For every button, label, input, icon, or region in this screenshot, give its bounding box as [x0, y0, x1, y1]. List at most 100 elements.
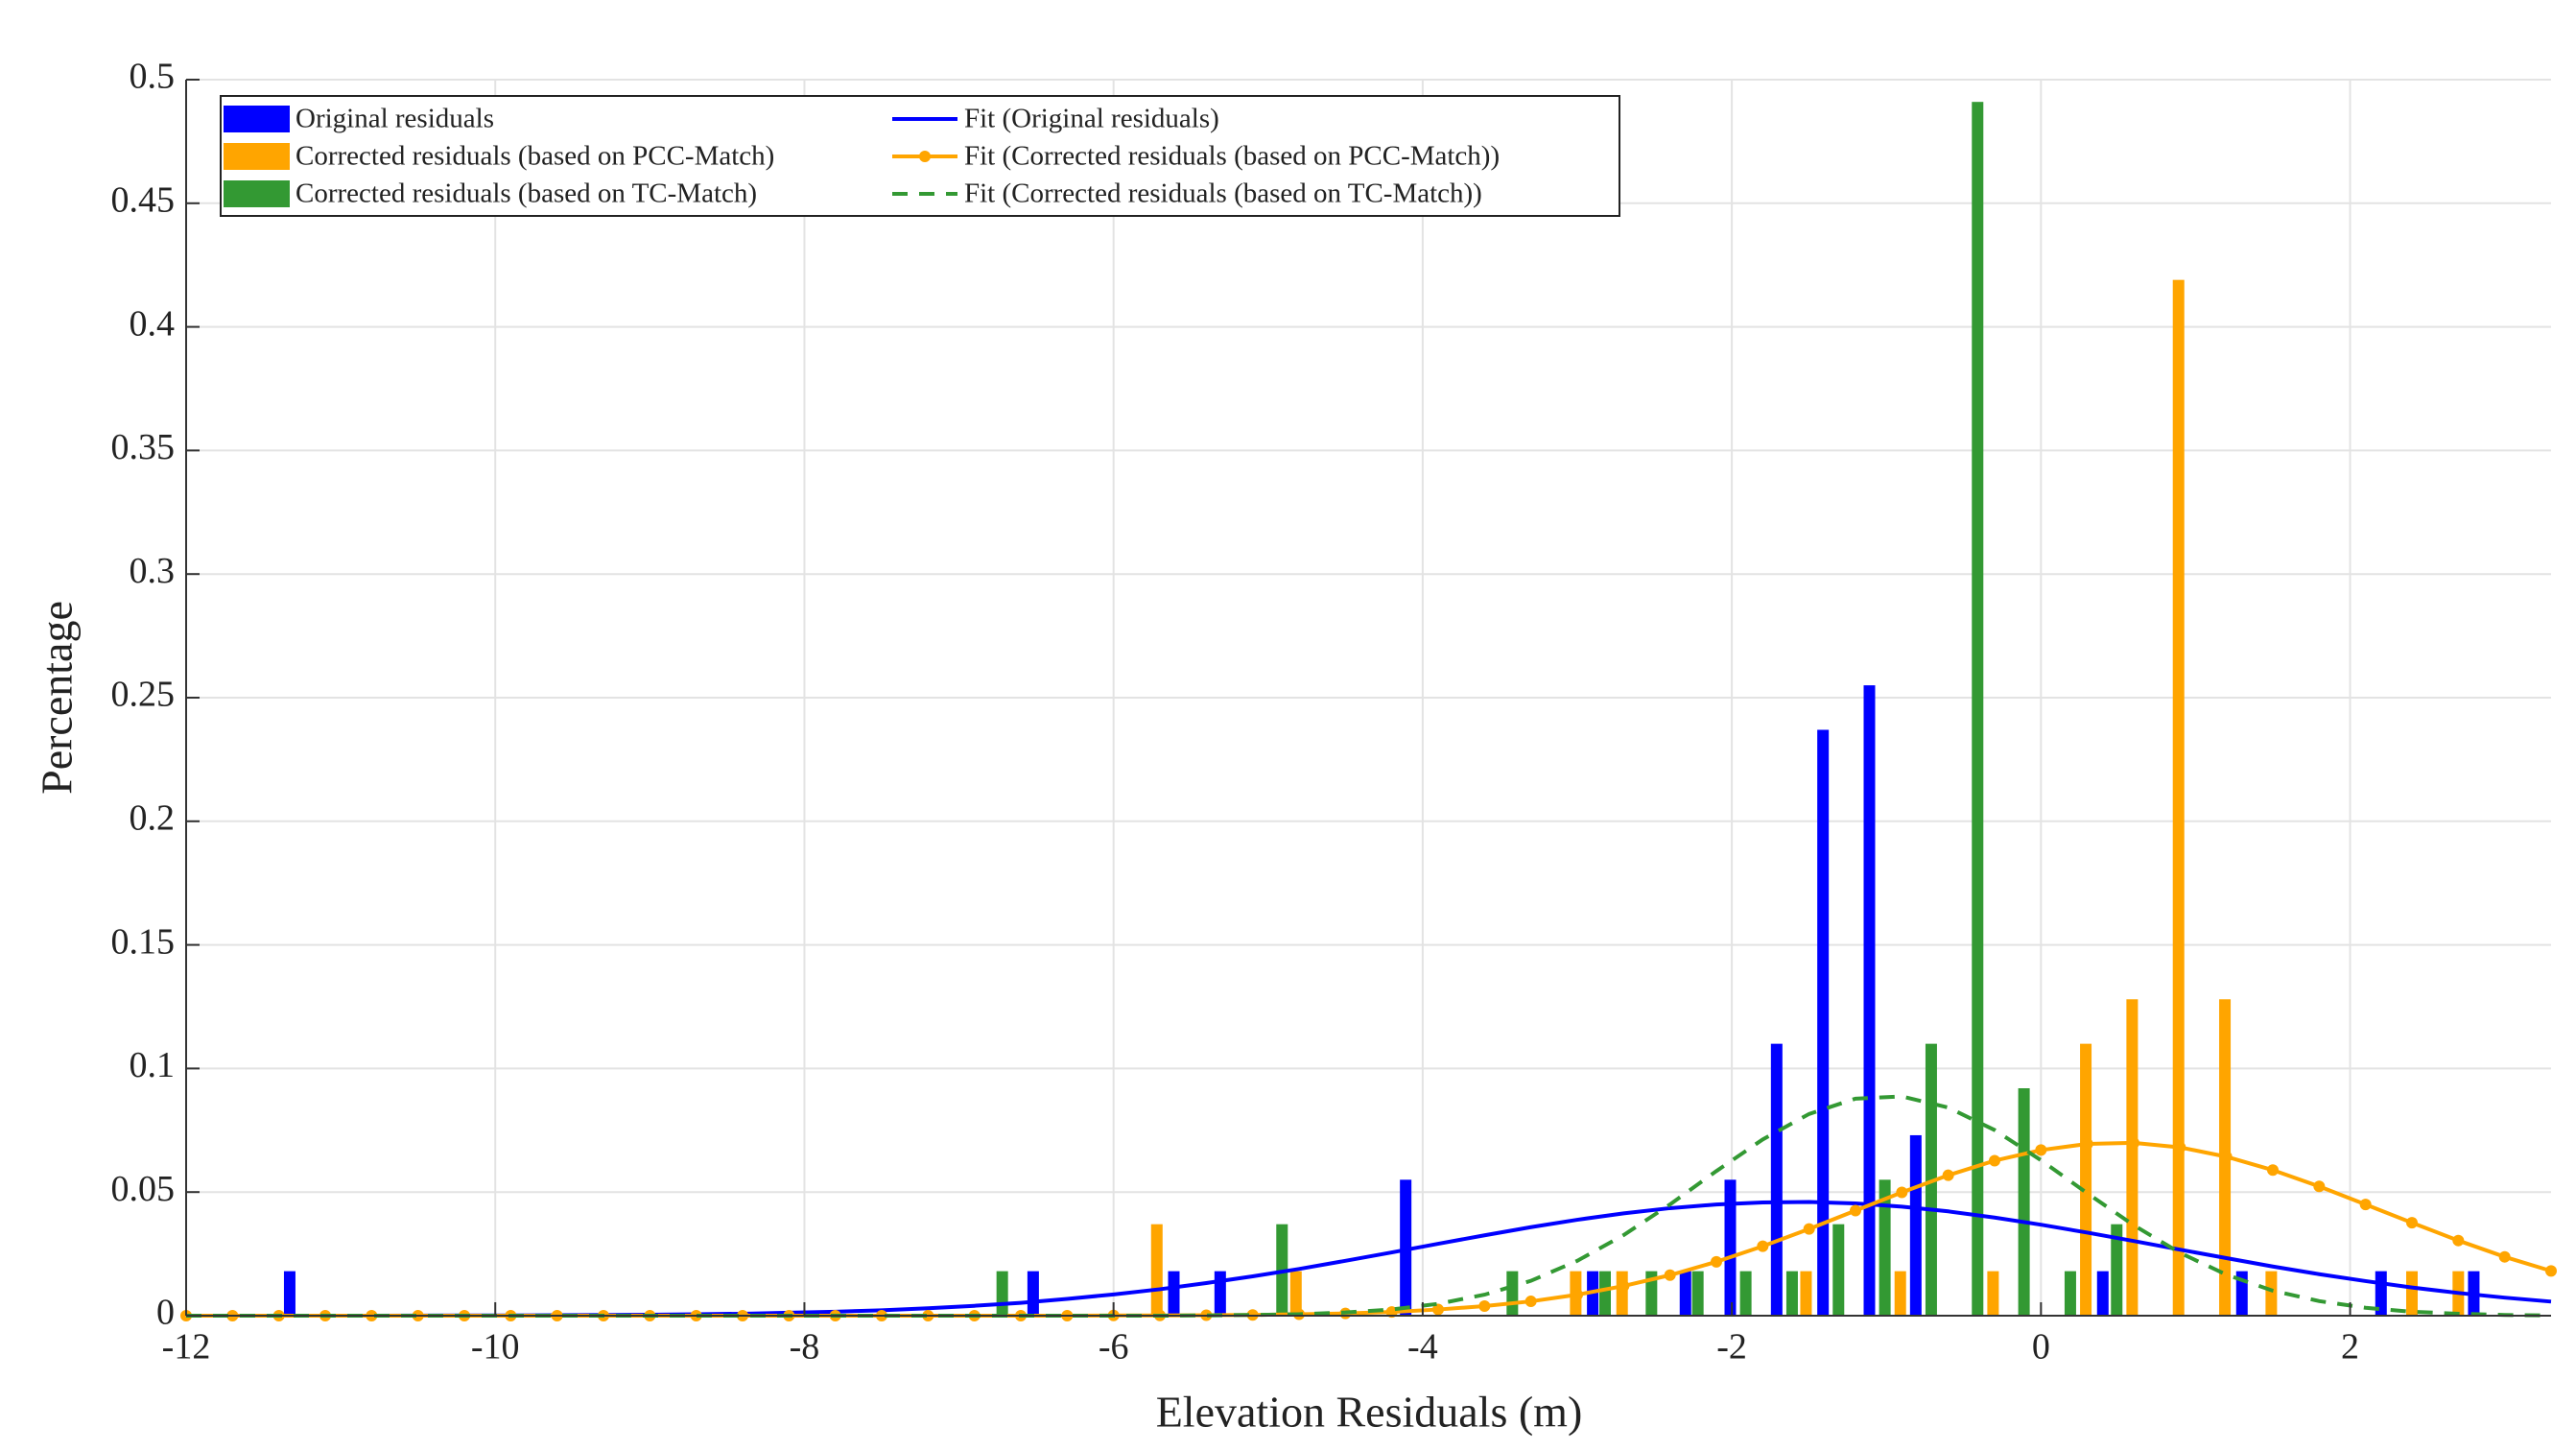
y-tick-label: 0.3: [130, 551, 176, 591]
fit-marker: [2081, 1137, 2093, 1150]
legend-label: Fit (Corrected residuals (based on TC-Ma…: [964, 178, 1482, 209]
legend-label: Corrected residuals (based on TC-Match): [295, 178, 757, 209]
bar: [1879, 1179, 1891, 1316]
bar: [1616, 1271, 1628, 1316]
fit-marker: [2128, 1136, 2139, 1149]
y-tick-label: 0.4: [130, 303, 176, 344]
fit-marker: [2313, 1180, 2326, 1193]
x-axis-label: Elevation Residuals (m): [1156, 1388, 1583, 1437]
bar: [1972, 102, 1984, 1317]
fit-marker: [1896, 1186, 1908, 1199]
x-tick-label: 2: [2341, 1327, 2359, 1368]
fit-marker: [1803, 1223, 1815, 1235]
fit-marker: [2174, 1141, 2186, 1154]
bars: [283, 102, 2480, 1317]
y-tick-label: 0.35: [111, 427, 176, 467]
bar: [1168, 1271, 1180, 1316]
y-tick-label: 0.5: [130, 57, 176, 97]
fit-marker: [1432, 1303, 1444, 1316]
fit-marker: [2220, 1151, 2233, 1163]
bar: [1214, 1271, 1226, 1316]
fit-marker: [1618, 1280, 1630, 1293]
bar: [283, 1271, 295, 1316]
bar: [2080, 1043, 2092, 1316]
fit-marker: [1478, 1299, 1491, 1312]
bar: [1645, 1271, 1658, 1316]
fit-marker: [1757, 1240, 1769, 1252]
fit-marker: [1711, 1255, 1722, 1268]
bar: [2096, 1271, 2109, 1316]
y-axis-label: Percentage: [33, 601, 82, 795]
bar: [2111, 1224, 2123, 1316]
fit-marker: [1850, 1204, 1861, 1217]
bar: [1909, 1134, 1922, 1316]
x-tick-label: -2: [1716, 1327, 1747, 1368]
bar: [1691, 1271, 1704, 1316]
bar: [2172, 279, 2185, 1316]
bar: [1289, 1271, 1302, 1316]
bar: [1832, 1224, 1845, 1316]
y-tick-label: 0.15: [111, 921, 176, 962]
legend-swatch: [224, 106, 290, 132]
bar: [1739, 1271, 1752, 1316]
bar: [1400, 1179, 1412, 1316]
x-tick-label: -8: [790, 1327, 820, 1368]
fits: [180, 1094, 2557, 1321]
legend-swatch: [224, 143, 290, 170]
legend-label: Corrected residuals (based on PCC-Match): [295, 141, 774, 172]
bar: [1817, 729, 1830, 1316]
y-tick-label: 0.2: [130, 798, 176, 839]
x-tick-label: 0: [2032, 1327, 2050, 1368]
axes: 0 0.05 0.1 0.15 0.2 0.25 0.3 0.35 0.4 0.45 0.5 -12 -…: [111, 57, 2551, 1368]
bar: [1863, 685, 1876, 1316]
bar: [2018, 1088, 2030, 1316]
bar: [1987, 1271, 1999, 1316]
bar: [1599, 1271, 1611, 1316]
bar: [2265, 1271, 2278, 1316]
bar: [2406, 1271, 2418, 1316]
fit-marker: [1942, 1169, 1954, 1181]
fit-marker: [2359, 1199, 2372, 1211]
bar: [1679, 1271, 1691, 1316]
bar: [1785, 1271, 1798, 1316]
fit-marker: [2498, 1250, 2511, 1263]
fit-marker: [1989, 1154, 2000, 1167]
y-tick-label: 0.45: [111, 180, 176, 221]
fit-marker: [2035, 1144, 2047, 1156]
fit-marker: [2452, 1234, 2465, 1247]
legend: Original residuals Corrected residuals (b…: [220, 95, 1620, 217]
bar: [2064, 1271, 2076, 1316]
x-tick-label: -12: [162, 1327, 211, 1368]
grid: [185, 79, 2551, 1317]
legend-swatch: [224, 180, 290, 207]
bar: [1150, 1224, 1163, 1316]
legend-marker: [919, 151, 931, 162]
fit-marker: [1524, 1296, 1537, 1308]
x-tick-label: -10: [471, 1327, 520, 1368]
legend-label: Original residuals: [295, 104, 494, 134]
bar: [1724, 1179, 1737, 1316]
fit-line: [186, 1140, 2552, 1318]
bar: [1894, 1271, 1906, 1316]
y-tick-label: 0.25: [111, 675, 176, 715]
fit-marker: [1664, 1269, 1676, 1281]
x-tick-label: -4: [1407, 1327, 1438, 1368]
bar: [1027, 1271, 1039, 1316]
fit-marker: [2406, 1217, 2418, 1229]
fit-marker: [2545, 1265, 2557, 1277]
bar: [996, 1271, 1008, 1316]
legend-label: Fit (Corrected residuals (based on PCC-M…: [964, 141, 1500, 172]
y-tick-label: 0: [156, 1293, 175, 1333]
y-tick-label: 0.05: [111, 1169, 176, 1209]
legend-label: Fit (Original residuals): [964, 104, 1219, 134]
bar: [2126, 999, 2139, 1316]
bar: [1506, 1271, 1519, 1316]
fit-line: [186, 1094, 2552, 1318]
x-tick-label: -6: [1099, 1327, 1129, 1368]
fit-marker: [2267, 1164, 2279, 1177]
bar: [1770, 1043, 1783, 1316]
bar: [1800, 1271, 1812, 1316]
y-tick-label: 0.1: [130, 1045, 176, 1085]
fit-marker: [1572, 1289, 1583, 1301]
